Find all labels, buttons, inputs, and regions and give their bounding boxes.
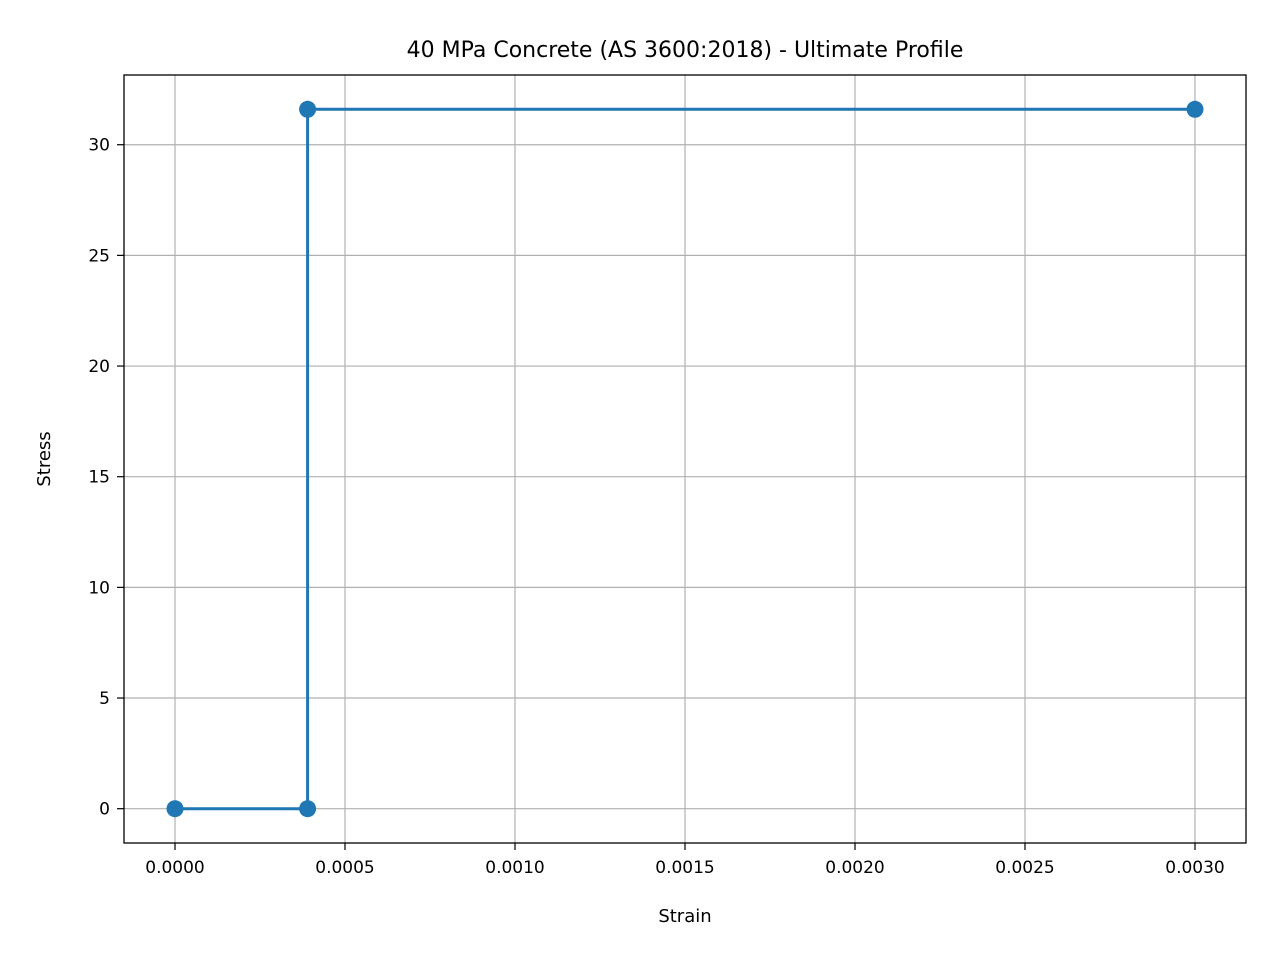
x-tick-label: 0.0005	[315, 858, 374, 878]
x-tick-label: 0.0020	[825, 858, 884, 878]
series-line	[175, 107, 1195, 811]
x-tick-label: 0.0030	[1165, 858, 1224, 878]
ticks: 0.0000 0.0005 0.0010 0.0015 0.0020 0.0025 0.00…	[88, 136, 1224, 878]
grid	[124, 75, 1246, 843]
y-axis-label: Stress	[34, 431, 55, 486]
data-point	[299, 100, 317, 118]
data-point	[166, 800, 184, 818]
y-tick-label: 30	[88, 136, 110, 156]
x-tick-label: 0.0000	[145, 858, 204, 878]
y-tick-label: 5	[99, 689, 110, 709]
x-tick-label: 0.0025	[995, 858, 1054, 878]
x-axis-label: Strain	[658, 906, 711, 927]
data-point	[1186, 100, 1204, 118]
chart-title: 40 MPa Concrete (AS 3600:2018) - Ultimat…	[407, 38, 964, 63]
series-layer	[166, 100, 1204, 818]
y-tick-label: 15	[88, 468, 110, 488]
data-point	[299, 800, 317, 818]
y-tick-label: 0	[99, 800, 110, 820]
x-tick-label: 0.0010	[485, 858, 544, 878]
y-tick-label: 25	[88, 246, 110, 266]
y-tick-label: 10	[88, 578, 110, 598]
x-tick-label: 0.0015	[655, 858, 714, 878]
y-tick-label: 20	[88, 357, 110, 377]
